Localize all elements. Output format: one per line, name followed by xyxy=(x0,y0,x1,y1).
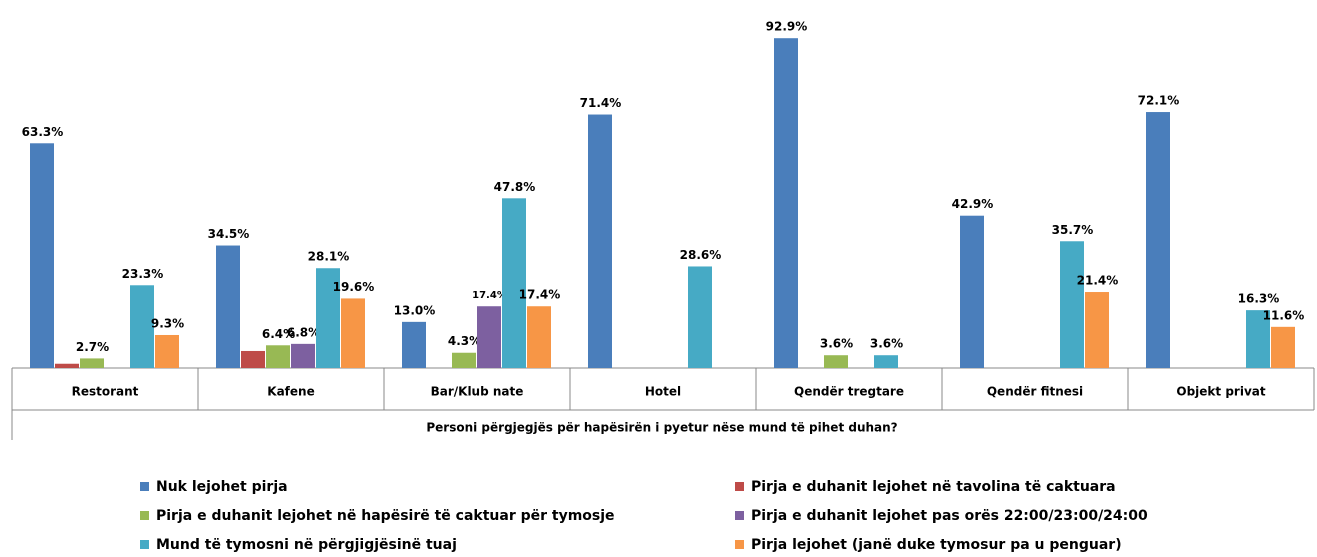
data-label: 3.6% xyxy=(870,337,903,351)
bar xyxy=(341,298,365,368)
data-label: 13.0% xyxy=(394,303,436,317)
data-label: 17.4% xyxy=(472,290,507,301)
legend-label: Mund të tymosni në përgjigjësinë tuaj xyxy=(156,537,457,553)
bar xyxy=(477,306,501,368)
legend-swatch xyxy=(735,540,744,549)
data-label: 16.3% xyxy=(1238,292,1280,306)
bar xyxy=(241,350,265,368)
data-label: 4.3% xyxy=(448,334,481,348)
bar xyxy=(527,306,551,368)
bar xyxy=(402,321,426,368)
bar xyxy=(80,358,104,368)
bar xyxy=(1085,292,1109,368)
legend-label: Pirja e duhanit lejohet në tavolina të c… xyxy=(751,479,1116,495)
data-label: 6.4% xyxy=(262,327,295,341)
x-tick-label: Bar/Klub nate xyxy=(431,385,524,399)
bar xyxy=(1246,310,1270,368)
bar xyxy=(266,345,290,368)
bar xyxy=(824,355,848,368)
x-axis-label: Personi përgjegjës për hapësirën i pyetu… xyxy=(426,421,897,435)
data-label: 34.5% xyxy=(208,227,250,241)
legend-swatch xyxy=(140,540,149,549)
bar xyxy=(30,143,54,368)
data-label: 19.6% xyxy=(333,280,375,294)
data-label: 71.4% xyxy=(580,96,622,110)
bar xyxy=(688,266,712,368)
data-label: 9.3% xyxy=(151,316,184,330)
data-label: 21.4% xyxy=(1077,274,1119,288)
bar xyxy=(452,352,476,368)
x-tick-label: Restorant xyxy=(72,385,139,399)
bar xyxy=(502,198,526,368)
bar xyxy=(130,285,154,368)
bar xyxy=(1146,112,1170,368)
data-label: 35.7% xyxy=(1052,223,1094,237)
x-tick-label: Qendër fitnesi xyxy=(987,385,1083,399)
x-tick-label: Qendër tregtare xyxy=(794,385,904,399)
bar xyxy=(55,363,79,368)
legend-label: Pirja e duhanit lejohet pas orës 22:00/2… xyxy=(751,508,1148,524)
legend-label: Pirja e duhanit lejohet në hapësirë të c… xyxy=(156,508,615,524)
bar xyxy=(155,334,179,368)
legend-swatch xyxy=(735,482,744,491)
data-label: 17.4% xyxy=(519,288,561,302)
data-label: 72.1% xyxy=(1138,94,1180,108)
data-label: 28.6% xyxy=(680,248,722,262)
bar xyxy=(1060,241,1084,368)
data-label: 92.9% xyxy=(766,20,808,34)
legend-label: Nuk lejohet pirja xyxy=(156,479,288,495)
data-label: 23.3% xyxy=(122,267,164,281)
x-tick-label: Hotel xyxy=(645,385,681,399)
bar xyxy=(316,268,340,368)
bar xyxy=(291,343,315,368)
data-label: 63.3% xyxy=(22,125,64,139)
bar xyxy=(774,38,798,369)
data-label: 42.9% xyxy=(952,197,994,211)
legend-swatch xyxy=(140,511,149,520)
x-tick-label: Kafene xyxy=(267,385,314,399)
data-label: 6.8% xyxy=(287,325,320,339)
data-label: 11.6% xyxy=(1263,308,1305,322)
legend-label: Pirja lejohet (janë duke tymosur pa u pe… xyxy=(751,537,1122,553)
bar xyxy=(1271,326,1295,368)
bar xyxy=(588,114,612,368)
bar xyxy=(874,355,898,368)
legend-swatch xyxy=(140,482,149,491)
data-label: 2.7% xyxy=(76,340,109,354)
legend-swatch xyxy=(735,511,744,520)
data-label: 28.1% xyxy=(308,250,350,264)
data-label: 47.8% xyxy=(494,180,536,194)
data-label: 3.6% xyxy=(820,337,853,351)
bar xyxy=(216,245,240,368)
bar xyxy=(960,215,984,368)
x-tick-label: Objekt privat xyxy=(1176,385,1265,399)
